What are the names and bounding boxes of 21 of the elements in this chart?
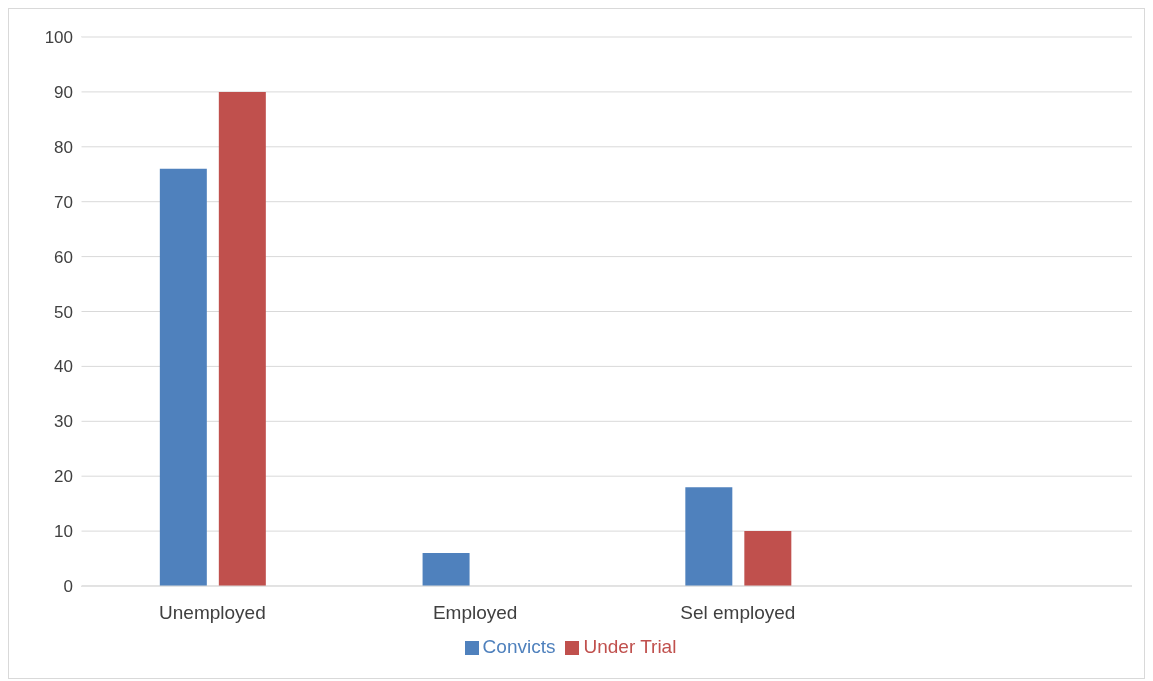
bar: [422, 553, 470, 586]
y-tick-label: 90: [54, 82, 73, 102]
y-tick-label: 60: [54, 247, 73, 267]
x-tick-label: Sel employed: [680, 602, 796, 624]
y-tick-label: 40: [54, 357, 73, 377]
bar: [218, 91, 266, 586]
bar: [159, 168, 207, 586]
legend-label: Convicts: [482, 636, 556, 657]
y-tick-label: 10: [54, 522, 73, 542]
bar: [744, 531, 792, 586]
legend-label: Under Trial: [583, 636, 677, 657]
x-tick-label: Unemployed: [159, 602, 266, 624]
y-tick-label: 50: [54, 302, 73, 322]
bar: [685, 487, 733, 586]
y-tick-label: 30: [54, 412, 73, 432]
y-tick-label: 20: [54, 467, 73, 487]
y-tick-label: 80: [54, 137, 73, 157]
y-tick-label: 70: [54, 192, 73, 212]
y-tick-label: 0: [63, 577, 73, 597]
y-tick-label: 100: [44, 28, 73, 48]
x-tick-label: Employed: [432, 602, 518, 624]
